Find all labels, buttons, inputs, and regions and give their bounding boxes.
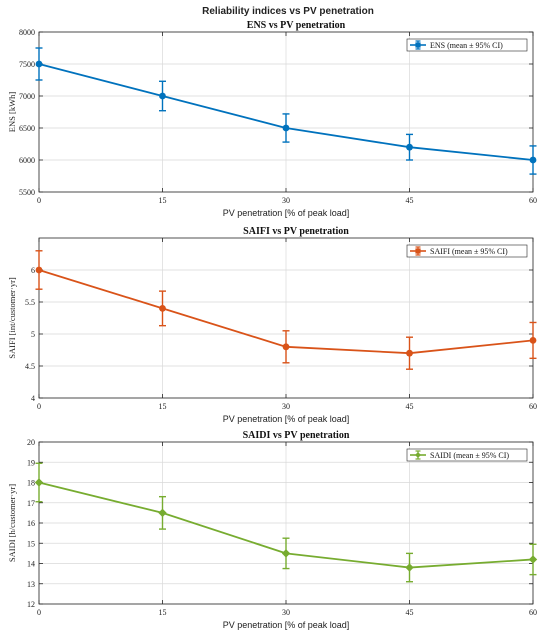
x-axis-label: PV penetration [% of peak load] [223, 208, 350, 218]
y-tick-label: 20 [27, 438, 35, 447]
data-point [159, 92, 166, 100]
data-point [282, 343, 290, 351]
y-tick-label: 18 [27, 479, 35, 488]
y-axis-label: ENS [kWh] [7, 92, 17, 133]
x-tick-label: 0 [37, 608, 41, 617]
y-tick-label: 19 [27, 458, 35, 467]
chart-panel-2: 0 15 30 45 60 4 4.5 5 5.5 6 SAIFI vs PV penetratio… [7, 226, 537, 424]
legend-marker [415, 248, 421, 254]
y-axis-label: SAIDI [h/customer·yr] [7, 484, 17, 562]
y-tick-label: 17 [27, 499, 35, 508]
data-point [159, 305, 166, 312]
data-point [35, 60, 43, 68]
y-tick-label: 12 [27, 600, 35, 609]
x-tick-label: 60 [529, 402, 537, 411]
data-point [34, 478, 44, 487]
panel-title: ENS vs PV penetration [247, 20, 346, 31]
panel-title: SAIDI vs PV penetration [243, 430, 350, 441]
data-point [529, 156, 537, 164]
data-point [281, 549, 291, 558]
y-tick-label: 5500 [19, 188, 35, 197]
y-axis-label: SAIFI [int/customer·yr] [7, 277, 17, 359]
data-point [406, 143, 413, 151]
y-tick-label: 4.5 [25, 362, 35, 371]
legend-box [406, 448, 528, 462]
y-tick-label: 6000 [19, 156, 35, 165]
legend-marker [415, 42, 421, 48]
x-tick-label: 15 [159, 402, 167, 411]
x-tick-label: 30 [282, 608, 290, 617]
x-tick-label: 60 [529, 608, 537, 617]
y-tick-label: 14 [27, 560, 35, 569]
x-tick-label: 30 [282, 196, 290, 205]
chart-panel-3: 0 15 30 45 60 12 13 14 15 16 17 18 19 20 SAIDI vs PV p… [7, 430, 538, 630]
legend-box [406, 38, 528, 52]
data-point [158, 508, 167, 518]
y-tick-label: 6 [31, 266, 35, 275]
data-point [529, 337, 537, 344]
y-tick-label: 8000 [19, 28, 35, 37]
legend-label: SAIFI (mean ± 95% CI) [430, 247, 508, 256]
y-tick-label: 6500 [19, 124, 35, 133]
data-point [406, 349, 413, 357]
y-tick-label: 7500 [19, 60, 35, 69]
x-tick-label: 15 [159, 196, 167, 205]
x-tick-label: 30 [282, 402, 290, 411]
data-point [35, 266, 43, 274]
x-axis-label: PV penetration [% of peak load] [223, 414, 350, 424]
y-tick-label: 4 [31, 394, 35, 403]
x-tick-label: 0 [37, 196, 41, 205]
legend-marker [415, 452, 421, 458]
legend-label: ENS (mean ± 95% CI) [430, 41, 503, 50]
y-tick-label: 5 [31, 330, 35, 339]
figure-title: Reliability indices vs PV penetration [202, 6, 374, 17]
x-tick-label: 45 [406, 196, 414, 205]
x-tick-label: 15 [159, 608, 167, 617]
data-point [282, 124, 290, 132]
x-tick-label: 45 [406, 608, 414, 617]
x-tick-label: 0 [37, 402, 41, 411]
y-tick-label: 7000 [19, 92, 35, 101]
chart-panel-1: 0 15 30 45 60 5500 6000 6500 7000 7500 8000 ENS vs … [7, 20, 537, 218]
panel-title: SAIFI vs PV penetration [243, 226, 349, 237]
x-tick-label: 60 [529, 196, 537, 205]
y-tick-label: 13 [27, 580, 35, 589]
x-axis-label: PV penetration [% of peak load] [223, 620, 350, 630]
data-point [405, 563, 414, 572]
y-tick-label: 5.5 [25, 298, 35, 307]
y-tick-label: 16 [27, 519, 35, 528]
y-tick-label: 15 [27, 539, 35, 548]
legend-box [406, 244, 528, 258]
legend-label: SAIDI (mean ± 95% CI) [430, 451, 509, 460]
data-point [528, 555, 538, 564]
x-tick-label: 45 [406, 402, 414, 411]
